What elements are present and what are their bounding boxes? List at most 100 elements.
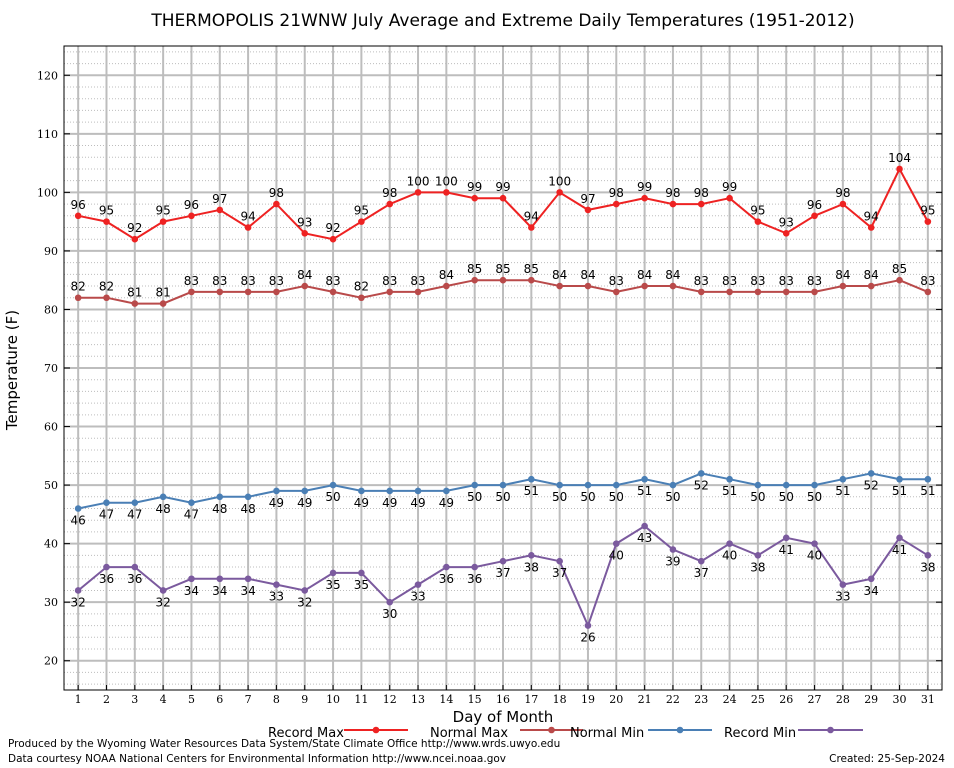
- normal-max-point: [726, 288, 733, 296]
- record-max-point: [641, 194, 648, 202]
- normal-max-data-label: 85: [467, 262, 482, 276]
- footer-created: Created: 25-Sep-2024: [829, 753, 945, 765]
- y-tick-label: 50: [44, 479, 58, 492]
- normal-max-point: [358, 294, 365, 302]
- normal-max-series: 82 82 81 81 83 83 83 83 84 83 82 83 83 84 85 85 85 84 84 83…: [71, 262, 935, 307]
- record-max-point: [556, 189, 563, 196]
- record-min-point: [782, 534, 790, 542]
- record-min-data-label: 30: [382, 607, 397, 621]
- normal-min-point: [471, 481, 478, 489]
- x-tick-label: 31: [921, 693, 935, 706]
- x-tick-label: 22: [666, 693, 680, 706]
- x-tick-label: 23: [694, 693, 708, 706]
- normal-max-data-label: 83: [750, 274, 765, 288]
- record-max-data-label: 96: [807, 198, 822, 212]
- record-max-data-label: 95: [99, 204, 114, 218]
- normal-min-data-label: 52: [694, 478, 709, 492]
- record-max-point: [782, 230, 790, 237]
- normal-max-point: [159, 300, 167, 307]
- normal-min-data-label: 48: [212, 502, 227, 516]
- x-tick-label: 6: [216, 693, 223, 706]
- x-tick-label: 15: [468, 693, 482, 706]
- normal-max-data-label: 83: [382, 274, 397, 288]
- record-max-point: [867, 224, 875, 231]
- x-tick-label: 27: [808, 693, 822, 706]
- normal-max-point: [782, 288, 790, 296]
- record-max-point: [584, 206, 592, 214]
- x-tick-label: 5: [188, 693, 195, 706]
- record-min-point: [726, 540, 733, 547]
- normal-max-point: [528, 276, 535, 284]
- normal-min-data-label: 50: [807, 490, 822, 504]
- record-min-data-label: 33: [835, 590, 850, 604]
- x-tick-label: 16: [496, 693, 510, 706]
- record-min-point: [499, 557, 507, 565]
- record-max-point: [471, 194, 478, 202]
- normal-max-point: [924, 288, 932, 296]
- x-tick-label: 10: [326, 693, 340, 706]
- x-tick-label: 13: [411, 693, 425, 706]
- record-max-point: [754, 218, 762, 225]
- record-min-data-label: 41: [892, 543, 907, 557]
- y-axis-label: Temperature (F): [3, 310, 21, 431]
- normal-max-point: [244, 288, 252, 296]
- normal-min-data-label: 49: [439, 496, 454, 510]
- normal-max-data-label: 82: [71, 280, 86, 294]
- record-max-point: [924, 218, 932, 225]
- normal-max-point: [867, 282, 875, 290]
- x-tick-label: 9: [301, 693, 308, 706]
- normal-min-point: [386, 487, 394, 495]
- normal-min-data-label: 50: [609, 490, 624, 504]
- normal-min-point: [159, 493, 167, 501]
- y-tick-label: 20: [44, 655, 58, 668]
- record-min-data-label: 40: [722, 549, 737, 563]
- record-min-data-label: 40: [807, 549, 822, 563]
- normal-max-point: [754, 288, 762, 296]
- record-max-data-label: 92: [127, 221, 142, 235]
- normal-max-point: [584, 282, 592, 290]
- normal-max-data-label: 85: [892, 262, 907, 276]
- record-max-data-label: 95: [155, 204, 170, 218]
- record-max-point: [896, 165, 903, 173]
- x-tick-label: 28: [836, 693, 850, 706]
- normal-min-point: [896, 475, 903, 483]
- normal-min-data-label: 50: [325, 490, 340, 504]
- normal-max-data-label: 84: [637, 268, 652, 282]
- record-max-data-label: 96: [71, 198, 86, 212]
- record-min-data-label: 40: [609, 549, 624, 563]
- legend-label-normal-max: Normal Max: [430, 726, 508, 741]
- record-max-point: [839, 200, 847, 208]
- normal-min-point: [528, 475, 535, 483]
- normal-min-data-label: 50: [750, 490, 765, 504]
- normal-max-data-label: 81: [155, 286, 170, 300]
- y-tick-label: 30: [44, 596, 58, 609]
- record-max-point: [159, 218, 167, 225]
- record-min-point: [641, 522, 648, 530]
- record-min-data-label: 36: [127, 572, 142, 586]
- normal-max-point: [641, 282, 648, 290]
- normal-max-point: [697, 288, 705, 296]
- record-max-point: [414, 189, 422, 196]
- record-min-data-label: 39: [665, 554, 680, 568]
- normal-max-point: [329, 288, 337, 296]
- record-min-point: [216, 575, 224, 583]
- x-tick-label: 11: [354, 693, 368, 706]
- record-min-data-label: 43: [637, 531, 652, 545]
- normal-min-point: [641, 475, 648, 483]
- record-min-point: [329, 569, 337, 577]
- record-min-point: [414, 581, 422, 588]
- record-max-data-label: 98: [269, 186, 284, 200]
- record-max-data-label: 97: [580, 192, 595, 206]
- normal-max-point: [216, 288, 224, 296]
- normal-min-point: [867, 470, 875, 477]
- normal-min-data-label: 49: [410, 496, 425, 510]
- normal-max-data-label: 84: [580, 268, 595, 282]
- record-min-data-label: 34: [864, 584, 879, 598]
- normal-min-point: [358, 487, 365, 495]
- normal-min-point: [499, 481, 507, 489]
- record-min-data-label: 35: [325, 578, 340, 592]
- record-min-point: [386, 598, 394, 606]
- normal-max-data-label: 82: [354, 280, 369, 294]
- record-max-point: [216, 206, 224, 214]
- record-min-point: [131, 563, 139, 571]
